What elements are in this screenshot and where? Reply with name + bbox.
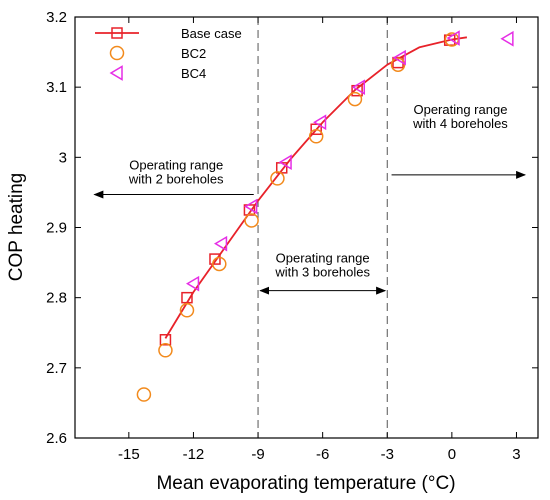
point-bc4 (313, 114, 327, 131)
point-bc4 (500, 30, 514, 47)
point-bc2 (390, 57, 406, 72)
legend: Base case BC2 BC4 (95, 26, 242, 81)
x-tick-label: -6 (316, 446, 329, 463)
fit-curve (164, 36, 468, 339)
point-bc4 (351, 79, 366, 95)
legend-label: BC2 (181, 46, 206, 61)
point-base-case (181, 291, 193, 304)
point-bc2 (270, 171, 285, 186)
x-tick-label: -15 (118, 446, 140, 463)
x-tick-label: 0 (448, 446, 456, 463)
point-bc2 (136, 387, 152, 402)
point-bc2 (179, 303, 195, 318)
annotation-text-line-2: with 2 boreholes (128, 171, 224, 186)
point-bc2 (347, 91, 363, 107)
point-bc4 (185, 275, 200, 292)
y-tick-label: 3.2 (46, 9, 67, 26)
annotation-text-line-1: Operating range (413, 102, 507, 117)
plot-area (74, 16, 539, 439)
point-base-case (209, 253, 221, 265)
reference-lines (257, 17, 388, 438)
legend-label: Base case (181, 26, 242, 41)
y-tick-label: 2.7 (46, 360, 67, 377)
y-tick-label: 3 (59, 149, 67, 166)
annotation-text-line-1: Operating range (129, 157, 223, 172)
legend-marker (111, 27, 123, 39)
data-markers (136, 30, 514, 402)
y-tick-label: 2.6 (46, 430, 67, 447)
y-axis-title: COP heating (6, 173, 27, 281)
y-tick-label: 3.1 (46, 79, 67, 96)
y-tick-label: 2.9 (46, 220, 67, 237)
x-tick-label: 3 (512, 446, 520, 463)
point-bc2 (158, 343, 173, 358)
annotation-text-line-2: with 4 boreholes (412, 116, 508, 131)
point-bc2 (244, 213, 259, 228)
x-axis-title: Mean evaporating temperature (°C) (156, 473, 455, 494)
x-tick-label: -9 (251, 446, 264, 463)
legend-label: BC4 (181, 66, 206, 81)
point-base-case (159, 334, 172, 346)
point-bc4 (244, 198, 258, 215)
annotation-text-line-1: Operating range (276, 251, 370, 266)
point-bc2 (212, 256, 227, 272)
annotation-text-line-2: with 3 boreholes (274, 265, 370, 280)
x-tick-label: -3 (381, 446, 394, 463)
point-bc4 (213, 235, 228, 252)
point-bc4 (392, 49, 406, 66)
y-tick-label: 2.8 (46, 290, 67, 307)
point-bc4 (278, 154, 292, 171)
point-bc4 (446, 30, 460, 46)
x-tick-label: -12 (183, 446, 205, 463)
point-bc2 (308, 129, 324, 144)
legend-marker (109, 65, 123, 81)
point-base-case (310, 123, 322, 136)
axes: -15 -12 -9 -6 -3 0 3 2.6 2.7 2.8 2.9 3 3.1 3.2 (46, 9, 538, 463)
legend-marker (109, 45, 125, 61)
base-case-curve (164, 36, 468, 339)
